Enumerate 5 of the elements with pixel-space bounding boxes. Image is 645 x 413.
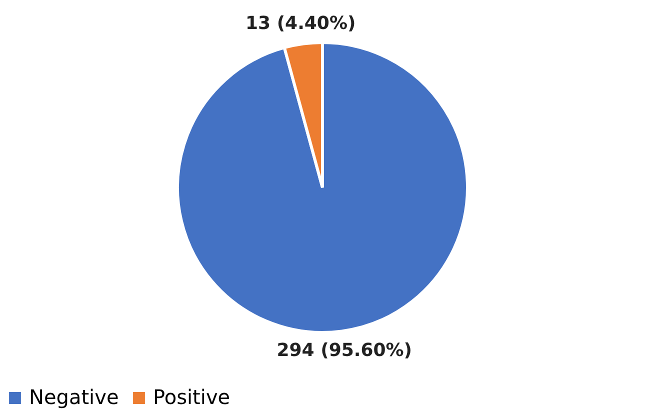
legend-label: Negative — [29, 385, 119, 409]
legend-label: Positive — [153, 385, 230, 409]
pie-slice — [176, 41, 469, 334]
data-label: 13 (4.40%) — [246, 12, 356, 34]
data-label: 294 (95.60%) — [276, 340, 412, 362]
